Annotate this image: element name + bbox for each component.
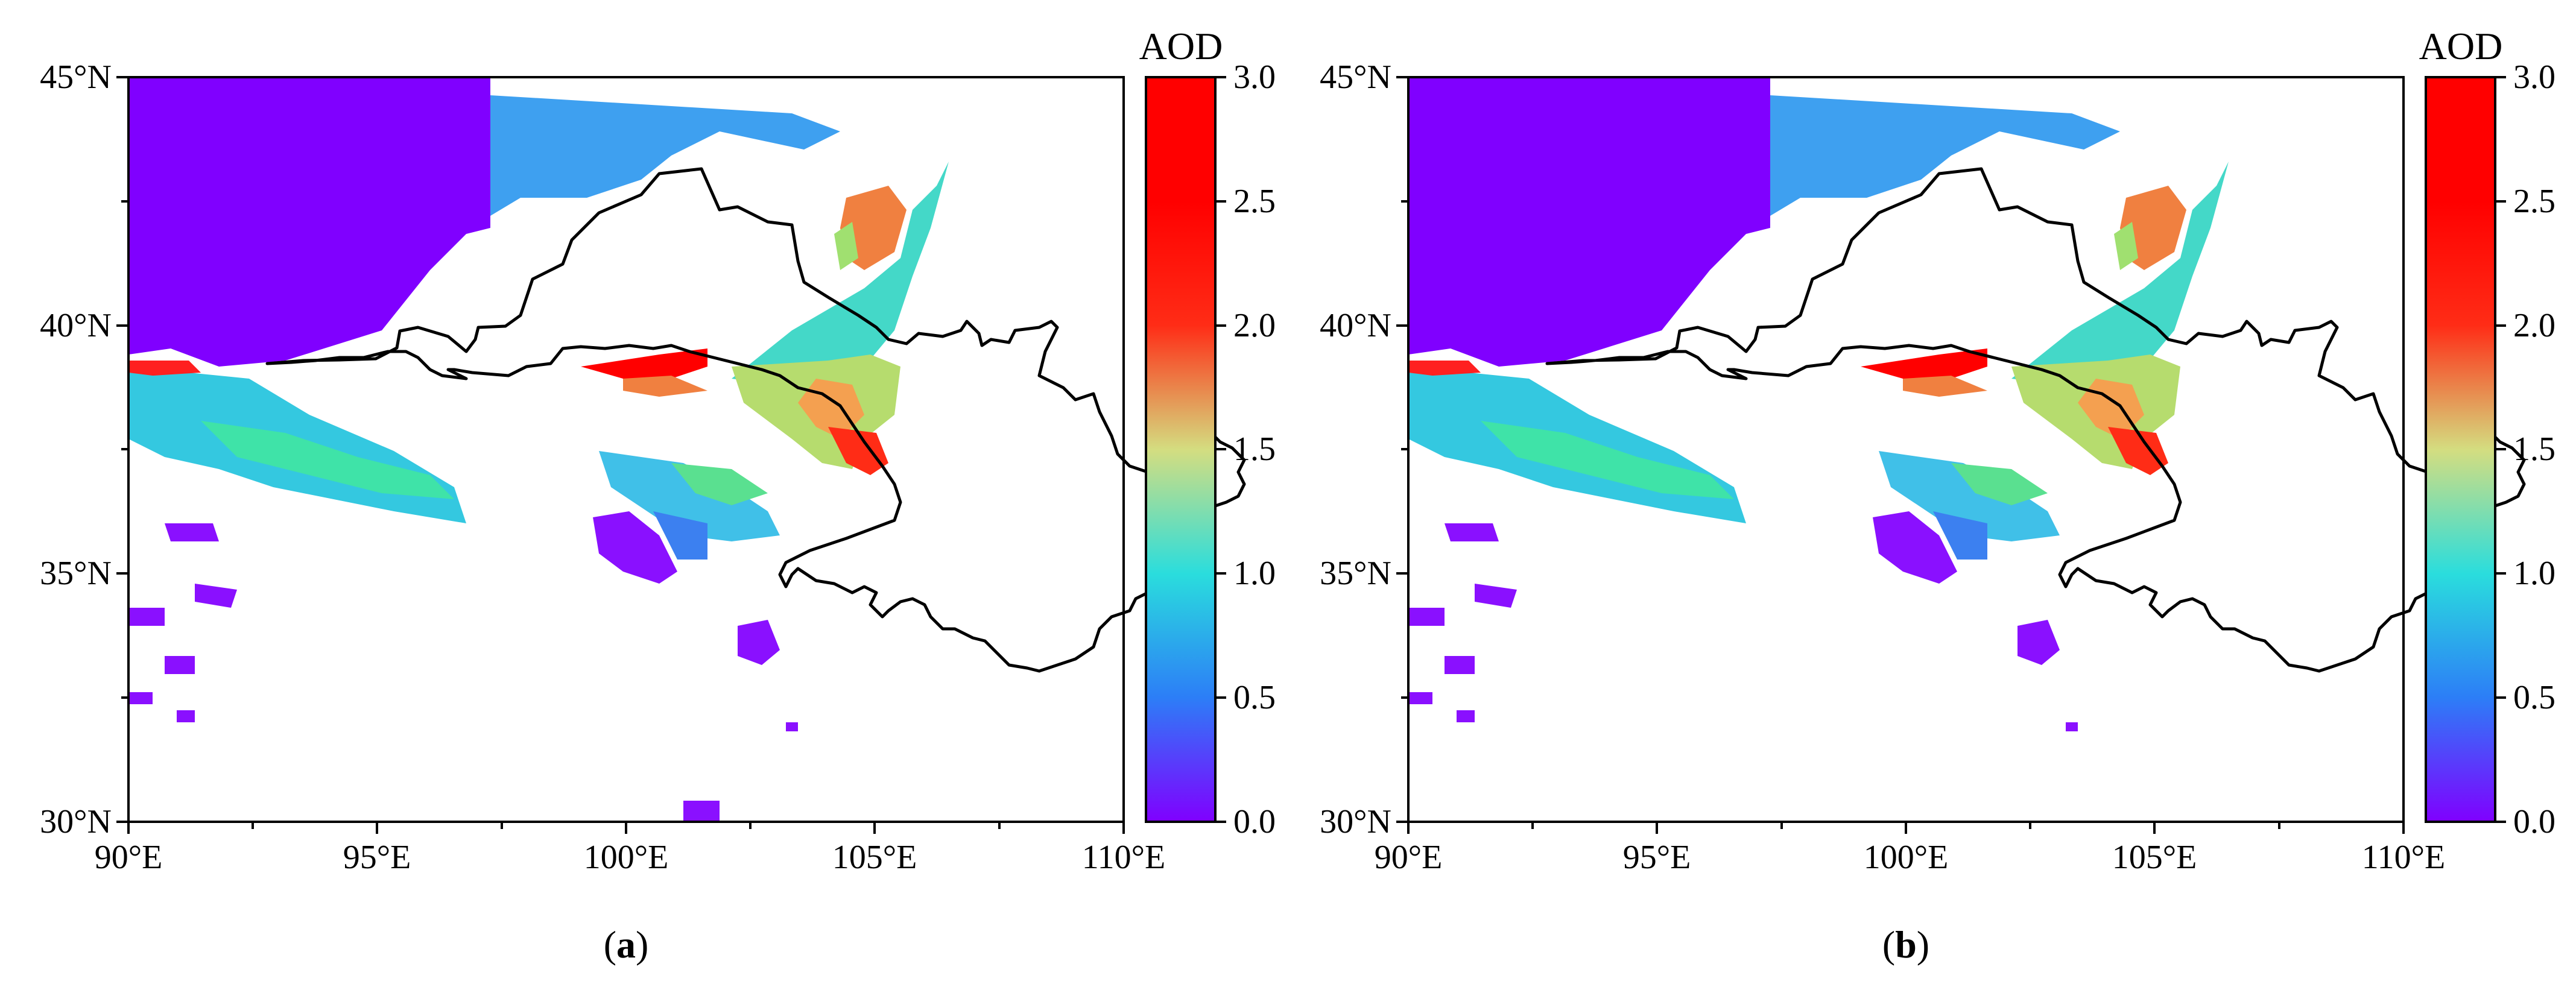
aod-patch-sw-purple xyxy=(593,511,677,584)
x-tick-labels: 90°E 95°E 100°E 105°E 110°E xyxy=(1375,839,2446,876)
aod-patch-hexi-orange xyxy=(623,376,707,397)
aod-overlay xyxy=(128,77,949,822)
aod-patch-sw-blue xyxy=(1933,511,1987,560)
colorbar-tick-label: 1.0 xyxy=(2513,555,2555,592)
aod-patch-nw xyxy=(128,77,490,367)
aod-patch-s-purple xyxy=(738,620,780,665)
colorbar-tick-label: 0.5 xyxy=(2513,679,2555,716)
y-ticks xyxy=(1396,76,1408,823)
colorbar-a: AOD 0.0 0.5 1.0 1.5 2.0 2.5 3.0 xyxy=(1139,25,1276,840)
y-tick-labels: 30°N 35°N 40°N 45°N xyxy=(40,58,112,840)
aod-patch-hexi-red xyxy=(581,348,707,379)
x-tick-label: 90°E xyxy=(95,839,163,876)
x-tick-label: 100°E xyxy=(1864,839,1949,876)
y-tick-label: 30°N xyxy=(1320,803,1391,840)
aod-patch-w-belt-green xyxy=(201,421,454,499)
colorbar-gradient xyxy=(1145,76,1217,823)
x-tick-label: 105°E xyxy=(2112,839,2197,876)
y-tick-label: 40°N xyxy=(40,307,112,344)
colorbar-tick-label: 2.5 xyxy=(1233,183,1276,220)
colorbar-title: AOD xyxy=(2419,25,2503,68)
colorbar-title: AOD xyxy=(1139,25,1223,68)
y-tick-labels: 30°N 35°N 40°N 45°N xyxy=(1320,58,1391,840)
x-tick-label: 110°E xyxy=(1082,839,1166,876)
colorbar-tick-label: 2.5 xyxy=(2513,183,2555,220)
aod-patch-west-red xyxy=(1408,361,1481,376)
y-tick-label: 35°N xyxy=(1320,555,1391,592)
colorbar-gradient xyxy=(2425,76,2496,823)
colorbar-tick-label: 0.5 xyxy=(1233,679,1276,716)
aod-patch-imongolia-green xyxy=(2114,222,2138,270)
aod-patch-s-purple xyxy=(2017,620,2060,665)
colorbar-tick-label: 1.0 xyxy=(1233,555,1276,592)
panel-label-a: (a) xyxy=(604,923,649,966)
aod-patch-central-green xyxy=(671,463,768,505)
aod-patch-w-belt-green xyxy=(1481,421,1734,499)
x-tick-label: 90°E xyxy=(1375,839,1443,876)
aod-patch-central xyxy=(1879,451,2060,541)
y-tick-label: 45°N xyxy=(1320,58,1391,96)
colorbar-tick-label: 3.0 xyxy=(2513,58,2555,96)
y-tick-label: 45°N xyxy=(40,58,112,96)
panel-b: 90°E 95°E 100°E 105°E 110°E 30°N 35°N 40… xyxy=(1320,58,2524,966)
aod-patch-ningxia-red xyxy=(828,427,888,475)
colorbar-tick-label: 1.5 xyxy=(2513,430,2555,468)
colorbar-tick-label: 0.0 xyxy=(2513,803,2555,840)
aod-patch-west-red xyxy=(128,361,201,376)
panel-label-b: (b) xyxy=(1882,923,1929,966)
colorbar-b: AOD 0.0 0.5 1.0 1.5 2.0 2.5 3.0 xyxy=(2419,25,2555,840)
aod-patch-imongolia-green xyxy=(834,222,858,270)
aod-patch-hexi-red xyxy=(1861,348,1987,379)
y-tick-label: 40°N xyxy=(1320,307,1391,344)
x-ticks xyxy=(1407,822,2405,834)
x-tick-label: 95°E xyxy=(343,839,411,876)
aod-patch-hexi-orange xyxy=(1903,376,1987,397)
aod-patch-nw xyxy=(1408,77,1770,367)
aod-patch-n-belt xyxy=(1770,95,2120,216)
colorbar-tick-label: 2.0 xyxy=(2513,307,2555,344)
y-tick-label: 35°N xyxy=(40,555,112,592)
x-ticks xyxy=(127,822,1125,834)
colorbar-tick-label: 1.5 xyxy=(1233,430,1276,468)
x-tick-label: 110°E xyxy=(2362,839,2446,876)
colorbar-tick-label: 0.0 xyxy=(1233,803,1276,840)
y-tick-label: 30°N xyxy=(40,803,112,840)
aod-patch-ningxia-orange xyxy=(2078,379,2144,439)
aod-patch-n-belt xyxy=(490,95,840,216)
colorbar-tick-label: 2.0 xyxy=(1233,307,1276,344)
panel-a: 90°E 95°E 100°E 105°E 110°E 30°N 35°N 40… xyxy=(40,58,1244,966)
aod-patch-ningxia-orange xyxy=(798,379,864,439)
x-tick-labels: 90°E 95°E 100°E 105°E 110°E xyxy=(95,839,1166,876)
x-tick-label: 95°E xyxy=(1623,839,1691,876)
colorbar-tick-label: 3.0 xyxy=(1233,58,1276,96)
aod-patch-central xyxy=(599,451,780,541)
x-tick-label: 105°E xyxy=(832,839,917,876)
x-tick-label: 100°E xyxy=(584,839,669,876)
aod-patch-central-green xyxy=(1951,463,2048,505)
aod-patch-ningxia-red xyxy=(2108,427,2168,475)
y-ticks xyxy=(116,76,128,823)
aod-patch-sw-purple xyxy=(1873,511,1957,584)
aod-patch-sw-blue xyxy=(653,511,707,560)
